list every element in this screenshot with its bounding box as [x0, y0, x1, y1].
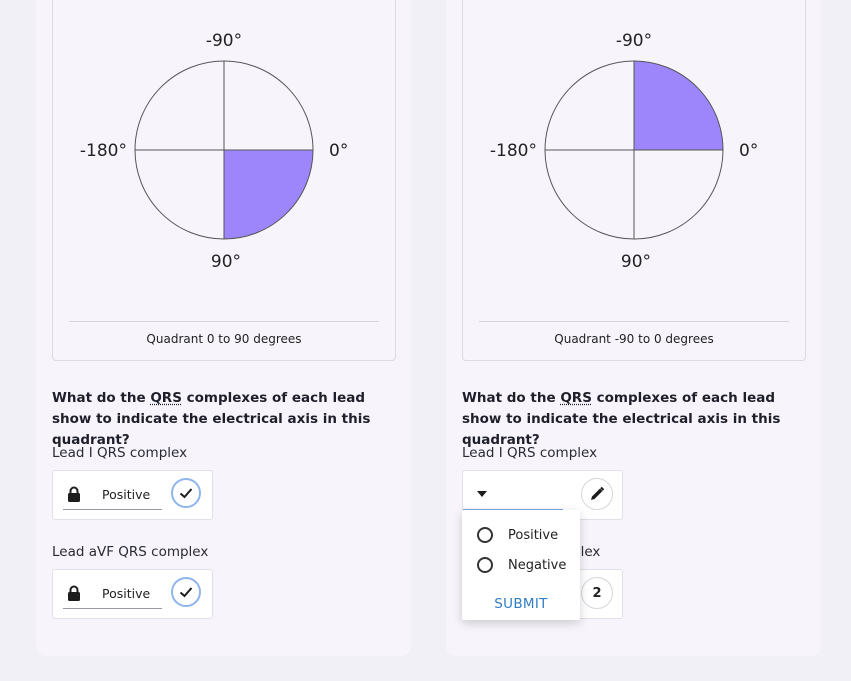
left-label-bottom: 90°: [211, 252, 241, 272]
option-label: Positive: [508, 527, 559, 543]
check-icon: [171, 478, 201, 508]
question-text: What do the QRS complexes of each lead s…: [52, 390, 371, 448]
lead1-options-dropdown: Positive Negative SUBMIT: [462, 510, 580, 620]
option-positive[interactable]: Positive: [477, 527, 558, 543]
option-negative[interactable]: Negative: [477, 557, 566, 573]
answer-underline: [63, 608, 162, 609]
right-label-bottom: 90°: [621, 252, 651, 272]
left-label-right: 0°: [329, 141, 348, 161]
leadavf-label: Lead aVF QRS complex: [52, 544, 209, 560]
step-number-badge[interactable]: 2: [581, 577, 613, 609]
figure-divider: [479, 321, 789, 322]
right-highlighted-quadrant: [634, 61, 723, 150]
right-question-panel: -90° -180° 0° 90° Quadrant -90 to 0 degr…: [446, 0, 821, 656]
left-label-top: -90°: [206, 31, 242, 51]
lead1-answer-value: Positive: [102, 487, 151, 502]
radio-unchecked-icon[interactable]: [477, 527, 493, 543]
left-highlighted-quadrant: [224, 150, 313, 239]
submit-button[interactable]: SUBMIT: [494, 596, 548, 612]
option-label: Negative: [508, 557, 567, 573]
right-axis-diagram: -90° -180° 0° 90°: [490, 31, 758, 272]
left-label-left: -180°: [80, 141, 127, 161]
lead1-label: Lead I QRS complex: [52, 445, 188, 461]
lock-icon: [68, 585, 80, 601]
pencil-icon: [591, 486, 605, 500]
right-label-left: -180°: [490, 141, 537, 161]
qrs-abbreviation[interactable]: QRS: [150, 390, 182, 406]
right-label-top: -90°: [616, 31, 652, 51]
leadavf-answer-box: Positive: [52, 569, 213, 619]
edit-button[interactable]: [581, 478, 613, 510]
right-quadrant-figure: -90° -180° 0° 90° Quadrant -90 to 0 degr…: [462, 0, 806, 361]
answer-underline: [63, 509, 162, 510]
radio-unchecked-icon[interactable]: [477, 557, 493, 573]
leadavf-answer-value: Positive: [102, 586, 151, 601]
lead1-answer-box: Positive: [52, 470, 213, 520]
lock-icon: [68, 486, 80, 502]
question-text: What do the QRS complexes of each lead s…: [462, 390, 781, 448]
figure-caption: Quadrant 0 to 90 degrees: [146, 332, 302, 346]
check-icon: [171, 577, 201, 607]
lead1-label: Lead I QRS complex: [462, 445, 598, 461]
qrs-abbreviation[interactable]: QRS: [560, 390, 592, 406]
figure-divider: [69, 321, 379, 322]
right-label-right: 0°: [739, 141, 758, 161]
caret-down-icon[interactable]: [477, 491, 487, 497]
left-quadrant-figure: -90° -180° 0° 90° Quadrant 0 to 90 degre…: [52, 0, 396, 361]
left-axis-diagram: -90° -180° 0° 90°: [80, 31, 348, 272]
left-question-panel: -90° -180° 0° 90° Quadrant 0 to 90 degre…: [36, 0, 411, 656]
figure-caption: Quadrant -90 to 0 degrees: [554, 332, 714, 346]
